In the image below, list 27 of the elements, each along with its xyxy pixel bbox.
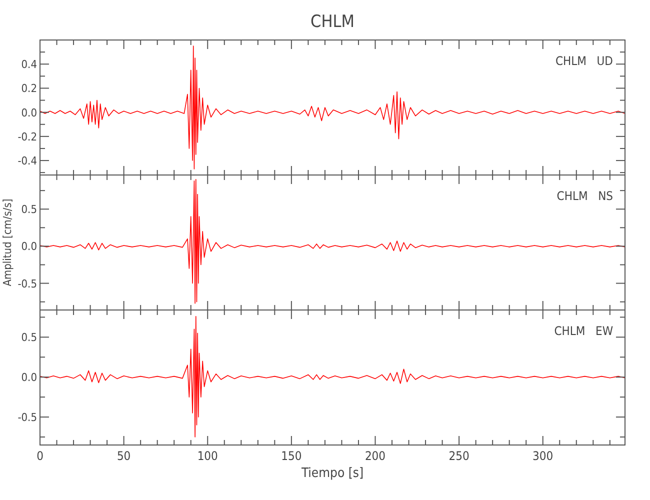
y-tick-label: 0.0 [21,106,37,120]
y-tick-label: -0.2 [18,130,37,144]
x-tick-label: 0 [36,449,44,463]
x-tick-label: 50 [116,449,131,463]
y-tick-label: 0.0 [21,371,37,384]
x-tick-label: 100 [197,449,218,463]
annotation: CHLM NS [556,189,614,203]
y-tick-label: -0.5 [18,277,37,290]
y-tick-label: 0.5 [21,331,37,344]
y-tick-label: 0.4 [21,58,37,72]
line-series [40,46,625,170]
x-tick-label: 150 [281,449,302,463]
y-tick-label: -0.5 [18,411,37,424]
y-tick-label: 0.0 [21,240,37,254]
x-tick-label: 200 [364,449,386,463]
y-tick-label: -0.4 [18,154,37,168]
annotation: CHLM UD [556,54,613,68]
chart-title: CHLM [310,12,354,32]
x-tick-label: 250 [448,449,470,463]
x-axis-title: Tiempo [s] [300,466,364,481]
annotation: CHLM EW [554,324,614,338]
y-axis-title: Amplitud [cm/s/s] [1,198,14,286]
y-tick-label: 0.2 [21,82,37,96]
y-tick-label: 0.5 [21,203,37,216]
line-series [40,316,625,438]
line-series [40,179,625,304]
x-tick-label: 300 [532,449,554,463]
